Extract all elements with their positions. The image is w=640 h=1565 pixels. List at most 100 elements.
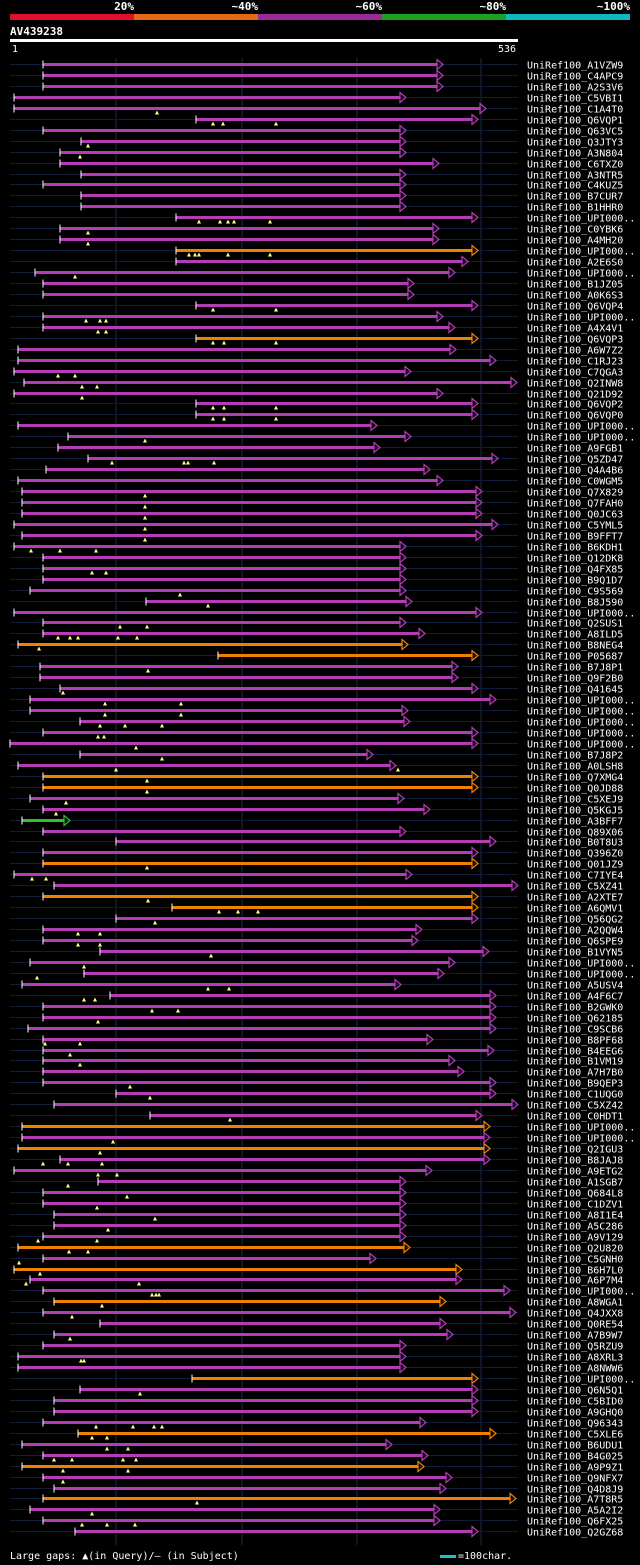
hit-row[interactable]: UniRef100_Q56QG2 bbox=[10, 912, 623, 926]
hit-row[interactable]: UniRef100_A2XTE7 bbox=[10, 890, 623, 904]
hit-label[interactable]: UniRef100_UPI000.. bbox=[527, 970, 635, 981]
hit-label[interactable]: UniRef100_A4X4V1 bbox=[527, 324, 623, 335]
hit-label[interactable]: UniRef100_B4EEG6 bbox=[527, 1047, 623, 1058]
hit-row[interactable]: UniRef100_C1UQG0 bbox=[10, 1087, 623, 1101]
hit-label[interactable]: UniRef100_A9FGB1 bbox=[527, 444, 623, 455]
hit-label[interactable]: UniRef100_UPI000.. bbox=[527, 422, 635, 433]
hit-label[interactable]: UniRef100_C9SCB6 bbox=[527, 1025, 623, 1036]
hit-label[interactable]: UniRef100_UPI000.. bbox=[527, 433, 635, 444]
hit-label[interactable]: UniRef100_C1DZV1 bbox=[527, 1200, 623, 1211]
hit-label[interactable]: UniRef100_Q63VC5 bbox=[527, 127, 623, 138]
hit-label[interactable]: UniRef100_Q7FAH0 bbox=[527, 499, 623, 510]
hit-label[interactable]: UniRef100_A8I1E4 bbox=[527, 1211, 623, 1222]
hit-label[interactable]: UniRef100_Q62185 bbox=[527, 1014, 623, 1025]
hit-label[interactable]: UniRef100_UPI000.. bbox=[527, 1134, 635, 1145]
hit-row[interactable]: UniRef100_B1JZ05 bbox=[10, 277, 623, 291]
hit-row[interactable]: UniRef100_C9S569 bbox=[10, 584, 623, 598]
hit-row[interactable]: UniRef100_B0T8U3 bbox=[10, 835, 623, 849]
hit-label[interactable]: UniRef100_UPI000.. bbox=[527, 269, 635, 280]
hit-row[interactable]: UniRef100_B4G025 bbox=[10, 1449, 623, 1463]
hit-label[interactable]: UniRef100_B7J8P2 bbox=[527, 751, 623, 762]
hit-label[interactable]: UniRef100_Q6VQP0 bbox=[527, 411, 623, 422]
hit-label[interactable]: UniRef100_A0LSH8 bbox=[527, 762, 623, 773]
hit-row[interactable]: UniRef100_C5XZ42 bbox=[10, 1098, 623, 1112]
hit-row[interactable]: UniRef100_A5USV4 bbox=[10, 978, 623, 992]
hit-row[interactable]: UniRef100_UPI000.. bbox=[10, 704, 635, 718]
hit-label[interactable]: UniRef100_C5VBI1 bbox=[527, 94, 623, 105]
hit-row[interactable]: UniRef100_Q7FAH0 bbox=[10, 496, 623, 510]
hit-label[interactable]: UniRef100_A2S3V6 bbox=[527, 83, 623, 94]
hit-row[interactable]: UniRef100_A8NWW6 bbox=[10, 1361, 623, 1375]
hit-row[interactable]: UniRef100_Q6N5Q1 bbox=[10, 1383, 623, 1397]
hit-row[interactable]: UniRef100_UPI000.. bbox=[10, 1120, 635, 1134]
hit-row[interactable]: UniRef100_Q21D92 bbox=[10, 387, 623, 401]
hit-label[interactable]: UniRef100_A1VZW9 bbox=[527, 61, 623, 72]
hit-row[interactable]: UniRef100_A1SGB7 bbox=[10, 1175, 623, 1189]
hit-row[interactable]: UniRef100_Q6VQP2 bbox=[10, 397, 623, 411]
hit-label[interactable]: UniRef100_B2GWK0 bbox=[527, 1003, 623, 1014]
hit-label[interactable]: UniRef100_B8J590 bbox=[527, 598, 623, 609]
hit-label[interactable]: UniRef100_B6UDU1 bbox=[527, 1441, 623, 1452]
hit-row[interactable]: UniRef100_Q6VQP0 bbox=[10, 408, 623, 422]
hit-label[interactable]: UniRef100_UPI000.. bbox=[527, 707, 635, 718]
hit-row[interactable]: UniRef100_A3NTR5 bbox=[10, 168, 623, 182]
hit-row[interactable]: UniRef100_UPI000.. bbox=[10, 430, 635, 444]
hit-label[interactable]: UniRef100_C5XZ41 bbox=[527, 882, 623, 893]
hit-row[interactable]: UniRef100_A0K6S3 bbox=[10, 288, 623, 302]
hit-row[interactable]: UniRef100_B7J8P2 bbox=[10, 748, 623, 762]
hit-row[interactable]: UniRef100_A0LSH8 bbox=[10, 759, 623, 773]
hit-label[interactable]: UniRef100_Q3JTY3 bbox=[527, 138, 623, 149]
hit-row[interactable]: UniRef100_A2E6S0 bbox=[10, 255, 623, 269]
hit-row[interactable]: UniRef100_C0WGM5 bbox=[10, 474, 623, 488]
hit-label[interactable]: UniRef100_C5GNH0 bbox=[527, 1255, 623, 1266]
hit-row[interactable]: UniRef100_B7CUR7 bbox=[10, 189, 623, 203]
hit-label[interactable]: UniRef100_A2XTE7 bbox=[527, 893, 623, 904]
hit-label[interactable]: UniRef100_B1VM19 bbox=[527, 1057, 623, 1068]
hit-row[interactable]: UniRef100_Q0RE54 bbox=[10, 1317, 623, 1331]
hit-label[interactable]: UniRef100_C4APC9 bbox=[527, 72, 623, 83]
hit-label[interactable]: UniRef100_P05687 bbox=[527, 652, 623, 663]
hit-row[interactable]: UniRef100_Q4D8J9 bbox=[10, 1482, 623, 1496]
hit-row[interactable]: UniRef100_C4KUZ5 bbox=[10, 178, 623, 192]
hit-label[interactable]: UniRef100_UPI000.. bbox=[527, 247, 635, 258]
hit-row[interactable]: UniRef100_Q9NFX7 bbox=[10, 1471, 623, 1485]
hit-row[interactable]: UniRef100_Q6VQP4 bbox=[10, 299, 623, 313]
hit-row[interactable]: UniRef100_A6QMV1 bbox=[10, 901, 623, 915]
hit-row[interactable]: UniRef100_Q9F2B0 bbox=[10, 671, 623, 685]
hit-label[interactable]: UniRef100_Q2SUS1 bbox=[527, 619, 623, 630]
hit-label[interactable]: UniRef100_B8NEG4 bbox=[527, 641, 623, 652]
hit-label[interactable]: UniRef100_C1RJ23 bbox=[527, 357, 623, 368]
hit-label[interactable]: UniRef100_UPI000.. bbox=[527, 696, 635, 707]
hit-label[interactable]: UniRef100_A4MH20 bbox=[527, 236, 623, 247]
hit-label[interactable]: UniRef100_B4G025 bbox=[527, 1452, 623, 1463]
hit-label[interactable]: UniRef100_C0YBK6 bbox=[527, 225, 623, 236]
hit-row[interactable]: UniRef100_UPI000.. bbox=[10, 211, 635, 225]
hit-label[interactable]: UniRef100_A2QQW4 bbox=[527, 926, 623, 937]
hit-label[interactable]: UniRef100_B7CUR7 bbox=[527, 192, 623, 203]
hit-label[interactable]: UniRef100_UPI000.. bbox=[527, 729, 635, 740]
hit-row[interactable]: UniRef100_C6TXZ0 bbox=[10, 157, 623, 171]
hit-row[interactable]: UniRef100_C5XLE6 bbox=[10, 1427, 623, 1441]
hit-row[interactable]: UniRef100_A6P7M4 bbox=[10, 1273, 623, 1287]
hit-label[interactable]: UniRef100_A7T8R5 bbox=[527, 1495, 623, 1506]
hit-row[interactable]: UniRef100_C5GNH0 bbox=[10, 1252, 623, 1266]
hit-row[interactable]: UniRef100_C7IYE4 bbox=[10, 868, 623, 882]
hit-label[interactable]: UniRef100_C1A4T0 bbox=[527, 105, 623, 116]
hit-row[interactable]: UniRef100_Q89X06 bbox=[10, 825, 623, 839]
hit-row[interactable]: UniRef100_UPI000.. bbox=[10, 715, 635, 729]
hit-row[interactable]: UniRef100_UPI000.. bbox=[10, 310, 635, 324]
hit-label[interactable]: UniRef100_Q5RZU9 bbox=[527, 1342, 623, 1353]
hit-label[interactable]: UniRef100_A6W7Z2 bbox=[527, 346, 623, 357]
hit-label[interactable]: UniRef100_B8PF68 bbox=[527, 1036, 623, 1047]
hit-label[interactable]: UniRef100_Q9F2B0 bbox=[527, 674, 623, 685]
hit-row[interactable]: UniRef100_B4EEG6 bbox=[10, 1044, 623, 1058]
hit-label[interactable]: UniRef100_Q41645 bbox=[527, 685, 623, 696]
hit-label[interactable]: UniRef100_Q89X06 bbox=[527, 828, 623, 839]
hit-row[interactable]: UniRef100_UPI000.. bbox=[10, 693, 635, 707]
hit-row[interactable]: UniRef100_C7QGA3 bbox=[10, 365, 623, 379]
hit-row[interactable]: UniRef100_Q41645 bbox=[10, 682, 623, 696]
hit-row[interactable]: UniRef100_A9GHQ0 bbox=[10, 1405, 623, 1419]
hit-label[interactable]: UniRef100_A6P7M4 bbox=[527, 1276, 623, 1287]
hit-row[interactable]: UniRef100_Q0JD88 bbox=[10, 781, 623, 795]
hit-row[interactable]: UniRef100_Q12DK8 bbox=[10, 551, 623, 565]
